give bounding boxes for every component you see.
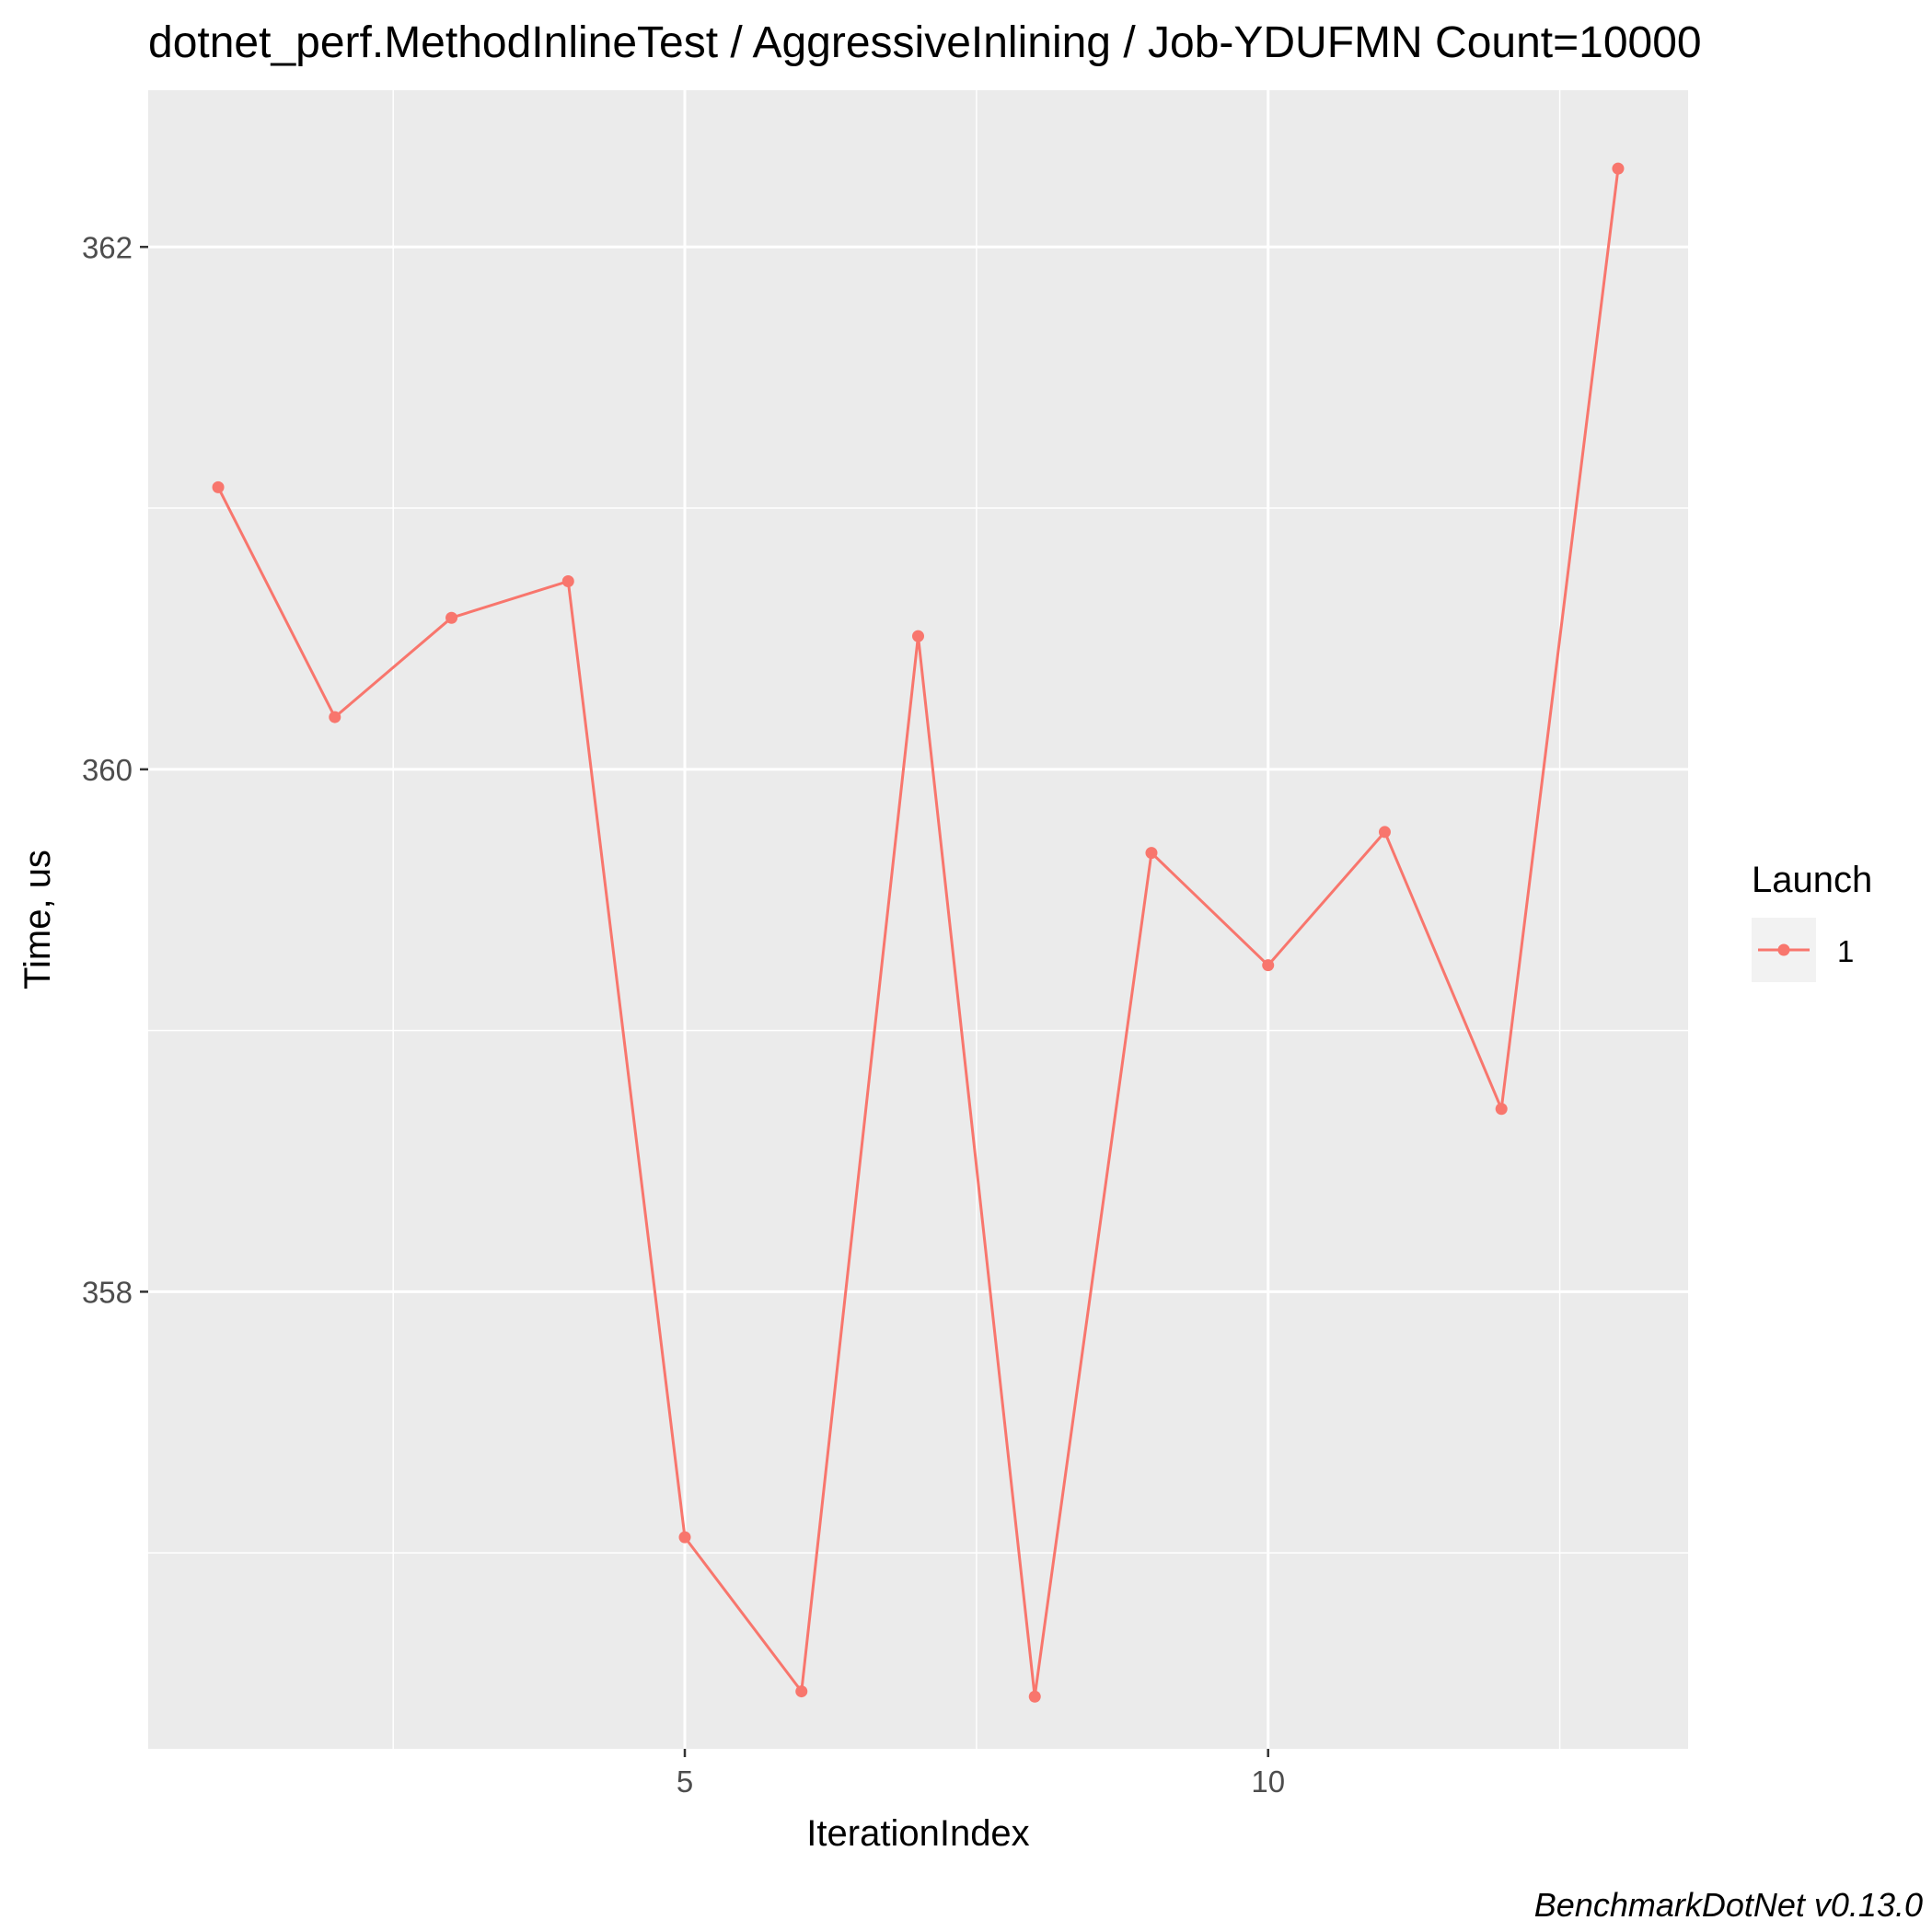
data-point — [1612, 162, 1625, 175]
data-point — [795, 1685, 808, 1698]
series-layer — [212, 162, 1625, 1703]
x-tick-label: 5 — [677, 1764, 693, 1799]
data-point — [1028, 1690, 1041, 1703]
y-tick-label: 362 — [82, 230, 133, 264]
plot-panel — [148, 90, 1688, 1749]
data-point — [445, 611, 458, 624]
data-point — [1378, 826, 1391, 839]
caption: BenchmarkDotNet v0.13.0 — [1534, 1886, 1923, 1924]
y-axis-title: Time, us — [17, 850, 58, 989]
data-point — [212, 480, 225, 493]
y-tick-labels: 358 360 362 — [82, 230, 133, 1309]
data-point — [678, 1531, 691, 1544]
data-point — [561, 575, 574, 588]
y-tick-label: 360 — [82, 753, 133, 787]
legend: Launch 1 — [1752, 860, 1872, 982]
axis-ticks — [140, 246, 1269, 1757]
minor-gridlines — [148, 90, 1688, 1749]
x-axis-title: IterationIndex — [806, 1813, 1029, 1854]
chart-title: dotnet_perf.MethodInlineTest / Aggressiv… — [148, 18, 1702, 67]
data-point — [912, 630, 924, 642]
legend-key-point — [1777, 943, 1790, 956]
major-gridlines — [148, 90, 1688, 1749]
x-tick-label: 10 — [1251, 1764, 1285, 1799]
data-point — [1262, 959, 1275, 972]
data-point — [1495, 1103, 1508, 1116]
data-point — [329, 711, 341, 723]
x-tick-labels: 5 10 — [677, 1764, 1285, 1799]
data-point — [1145, 847, 1158, 860]
legend-title: Launch — [1752, 860, 1872, 900]
y-tick-label: 358 — [82, 1275, 133, 1309]
legend-label: 1 — [1837, 934, 1854, 968]
